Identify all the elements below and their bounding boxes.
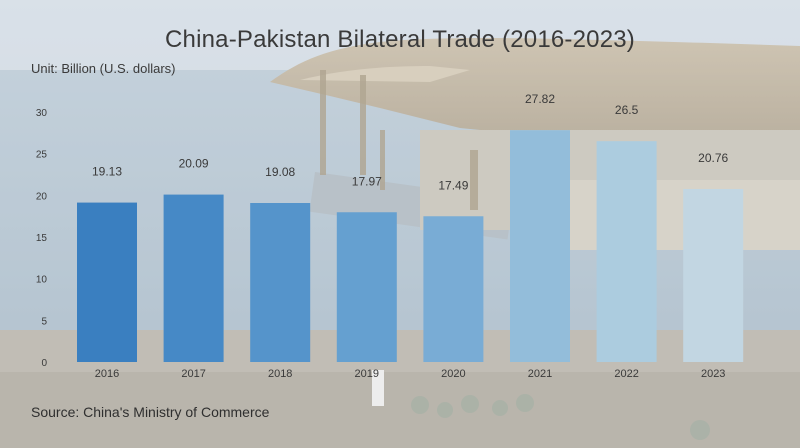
bar-2020 (423, 216, 484, 362)
data-label-2018: 19.08 (265, 165, 295, 179)
bar-2016 (77, 202, 137, 362)
y-tick-label: 25 (36, 150, 48, 161)
y-tick-label: 5 (41, 316, 47, 327)
data-label-2021: 27.82 (525, 92, 555, 106)
y-tick-label: 20 (36, 191, 48, 202)
y-tick-label: 15 (36, 233, 48, 244)
chart-title: China-Pakistan Bilateral Trade (2016-202… (165, 26, 635, 53)
source-note: Source: China's Ministry of Commerce (31, 404, 270, 420)
x-tick-label-2016: 2016 (95, 368, 119, 380)
bar-2019 (336, 212, 397, 362)
x-tick-label-2022: 2022 (614, 368, 638, 380)
data-label-2020: 17.49 (438, 178, 468, 192)
x-tick-label-2019: 2019 (355, 368, 379, 380)
x-tick-label-2020: 2020 (441, 368, 465, 380)
x-tick-label-2021: 2021 (528, 368, 552, 380)
data-label-2019: 17.97 (352, 174, 382, 188)
data-label-2017: 20.09 (179, 157, 209, 171)
bar-2022 (596, 141, 657, 362)
y-tick-label: 30 (36, 108, 48, 119)
unit-label: Unit: Billion (U.S. dollars) (31, 61, 176, 76)
data-label-2016: 19.13 (92, 165, 122, 179)
y-tick-label: 0 (41, 358, 47, 369)
x-tick-label-2023: 2023 (701, 368, 725, 380)
bar-2021 (510, 130, 570, 362)
x-tick-label-2017: 2017 (181, 368, 205, 380)
data-label-2022: 26.5 (615, 103, 639, 117)
bar-2017 (163, 194, 224, 362)
x-tick-label-2018: 2018 (268, 368, 292, 380)
bar-2018 (250, 203, 311, 362)
data-label-2023: 20.76 (698, 151, 728, 165)
bar-2023 (683, 189, 744, 362)
y-tick-label: 10 (36, 275, 48, 286)
